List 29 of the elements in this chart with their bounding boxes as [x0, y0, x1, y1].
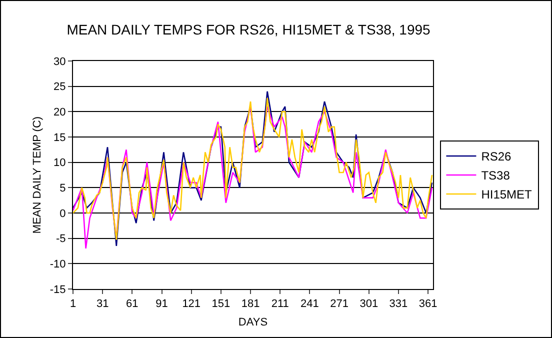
y-tick-label: 25 [54, 81, 66, 94]
chart-title: MEAN DAILY TEMPS FOR RS26, HI15MET & TS38, 1995 [66, 21, 431, 38]
y-tick-label: 30 [54, 56, 66, 68]
legend-label: TS38 [481, 168, 510, 183]
x-tick-label: 361 [418, 298, 438, 310]
y-axis-title: MEAN DAILY TEMP (C) [32, 116, 44, 234]
y-tick-label: 5 [60, 182, 66, 195]
y-tick-label: -5 [56, 233, 66, 246]
x-tick-label: 271 [330, 298, 348, 310]
y-tick-label: 10 [54, 157, 66, 170]
y-tick-label: -10 [50, 258, 66, 271]
x-tick-label: 301 [360, 298, 378, 310]
x-tick-label: 241 [300, 298, 319, 310]
legend-label: RS26 [481, 150, 512, 164]
x-tick-label: 1 [70, 298, 76, 310]
x-axis-title: DAYS [238, 316, 268, 328]
x-tick-label: 151 [212, 298, 230, 310]
x-tick-label: 91 [156, 298, 168, 310]
x-tick-label: 61 [126, 298, 138, 310]
legend-label: HI15MET [481, 188, 533, 202]
y-tick-label: -15 [50, 284, 66, 296]
y-tick-label: 0 [60, 208, 66, 220]
x-tick-label: 211 [271, 298, 289, 310]
x-tick-label: 181 [241, 298, 260, 310]
y-tick-label: 20 [54, 106, 66, 119]
x-tick-label: 121 [182, 298, 201, 310]
x-tick-label: 31 [96, 298, 109, 310]
x-tick-label: 331 [389, 298, 408, 310]
y-tick-label: 15 [54, 132, 66, 144]
